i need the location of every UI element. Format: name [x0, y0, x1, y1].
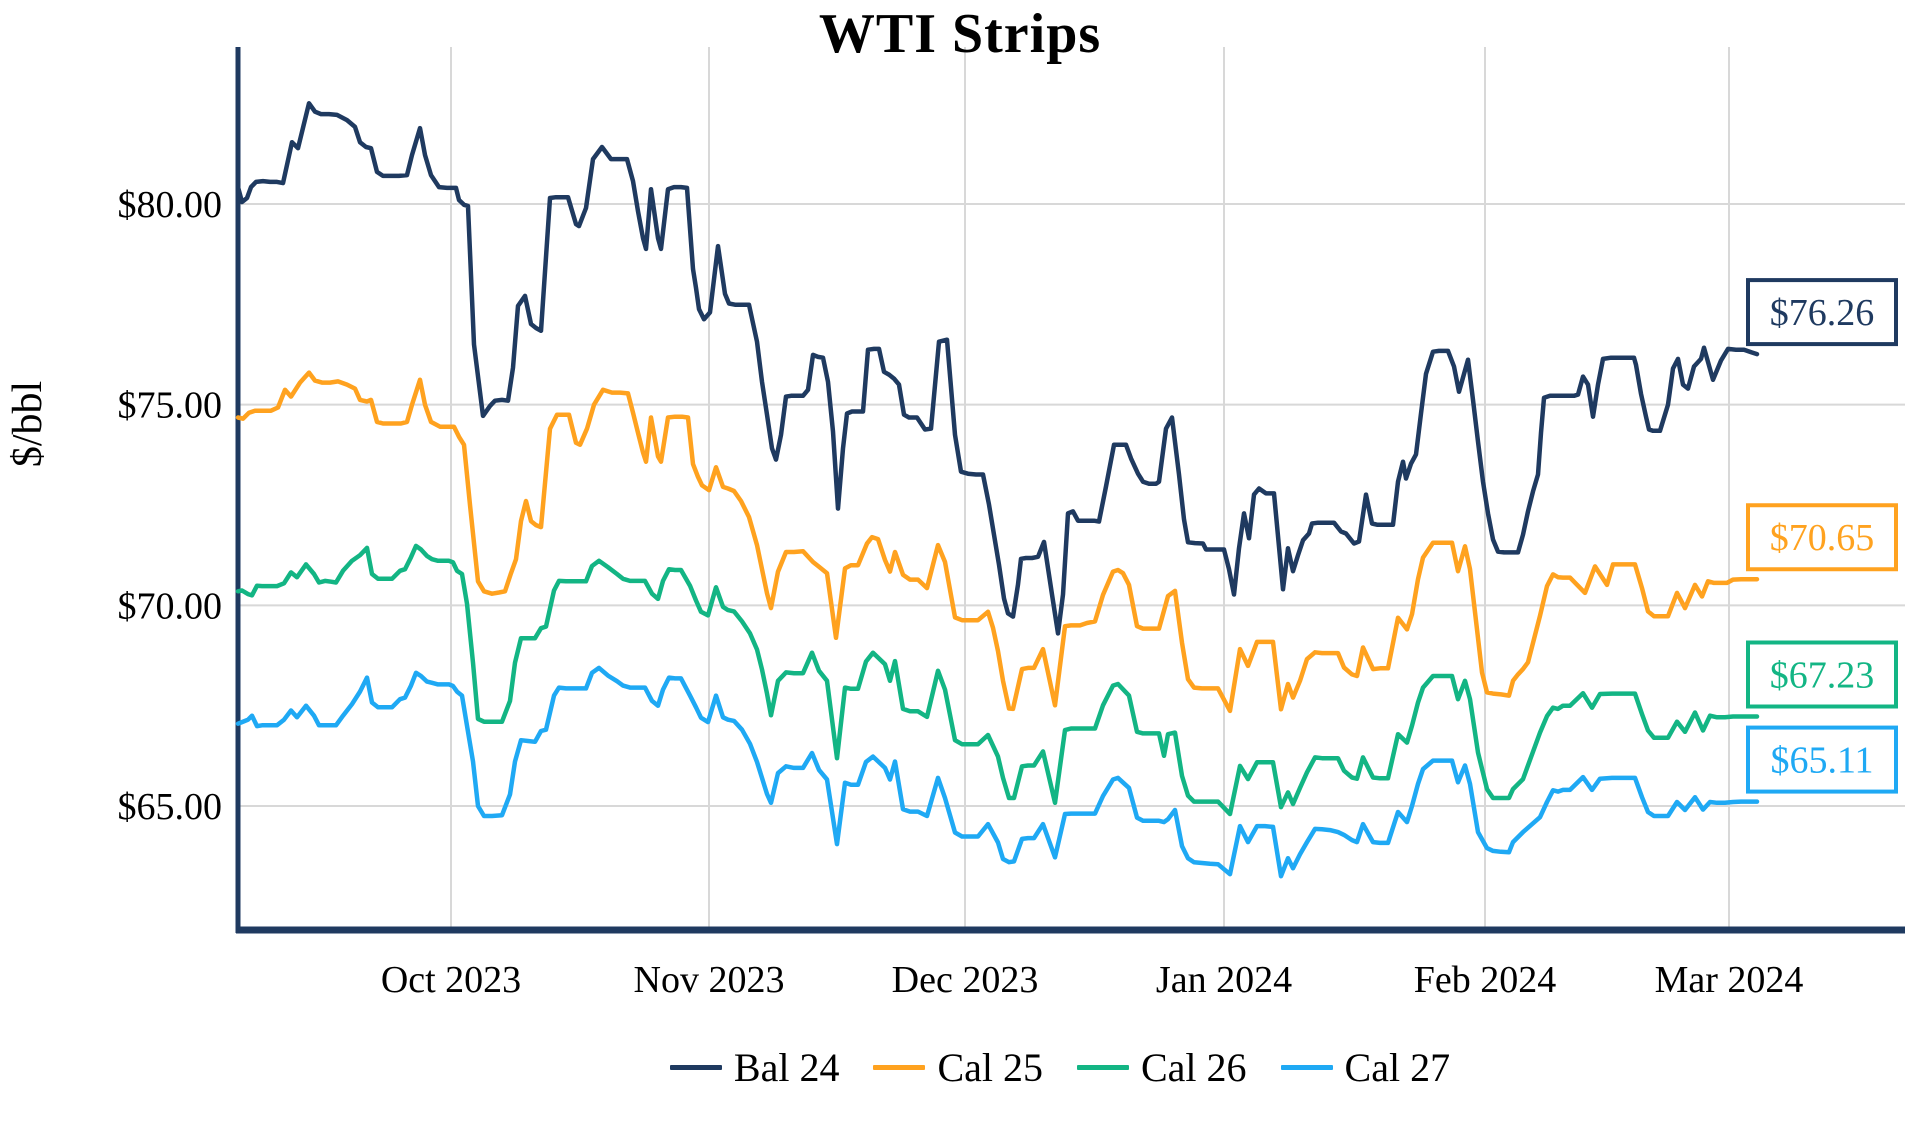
y-axis-title: $/bbl [5, 380, 51, 468]
legend-swatch-icon [1077, 1065, 1129, 1070]
legend-swatch-icon [873, 1065, 926, 1070]
legend: Bal 24 Cal 25 Cal 26 Cal 27 [0, 1044, 1920, 1091]
gridlines [238, 47, 1905, 930]
x-tick-label: Dec 2023 [892, 959, 1039, 1001]
end-label-value: $70.65 [1770, 517, 1875, 559]
legend-item-cal-26: Cal 26 [1077, 1044, 1247, 1091]
end-label-box [1746, 725, 1898, 794]
end-label-box [1746, 278, 1898, 347]
y-tick-label: $65.00 [118, 786, 223, 828]
end-label-value: $65.11 [1770, 740, 1873, 782]
y-tick-label: $70.00 [118, 585, 223, 627]
y-tick-label: $80.00 [118, 184, 223, 226]
chart-title: WTI Strips [818, 3, 1102, 65]
series-line-bal-24 [235, 101, 1760, 636]
x-tick-label: Mar 2024 [1655, 959, 1804, 1001]
series-lines [235, 101, 1760, 879]
x-tick-label: Jan 2024 [1156, 959, 1292, 1001]
end-label-value: $76.26 [1770, 292, 1875, 334]
series-line-cal-26 [235, 543, 1760, 817]
end-label-box [1746, 503, 1898, 572]
legend-label: Cal 25 [937, 1045, 1043, 1090]
legend-item-cal-27: Cal 27 [1280, 1044, 1451, 1091]
y-tick-label: $75.00 [118, 385, 223, 427]
legend-label: Bal 24 [733, 1045, 840, 1090]
end-value-labels: $76.26 $70.65 $67.23 $65.11 [1746, 278, 1898, 794]
x-tick-label: Feb 2024 [1414, 959, 1557, 1001]
tick-labels: $80.00 $75.00 $70.00 $65.00 Oct 2023 Nov 2023… [118, 184, 1804, 1001]
series-line-cal-25 [235, 370, 1760, 714]
end-label-value: $67.23 [1770, 655, 1875, 697]
series-line-cal-27 [235, 665, 1760, 879]
legend-item-bal-24: Bal 24 [669, 1044, 840, 1091]
x-tick-label: Oct 2023 [381, 959, 521, 1001]
legend-item-cal-25: Cal 25 [873, 1044, 1043, 1091]
x-tick-label: Nov 2023 [634, 959, 785, 1001]
end-label-box [1746, 640, 1898, 709]
legend-label: Cal 27 [1344, 1045, 1451, 1090]
legend-swatch-icon [669, 1065, 722, 1070]
legend-swatch-icon [1280, 1065, 1333, 1070]
legend-label: Cal 26 [1141, 1045, 1247, 1090]
